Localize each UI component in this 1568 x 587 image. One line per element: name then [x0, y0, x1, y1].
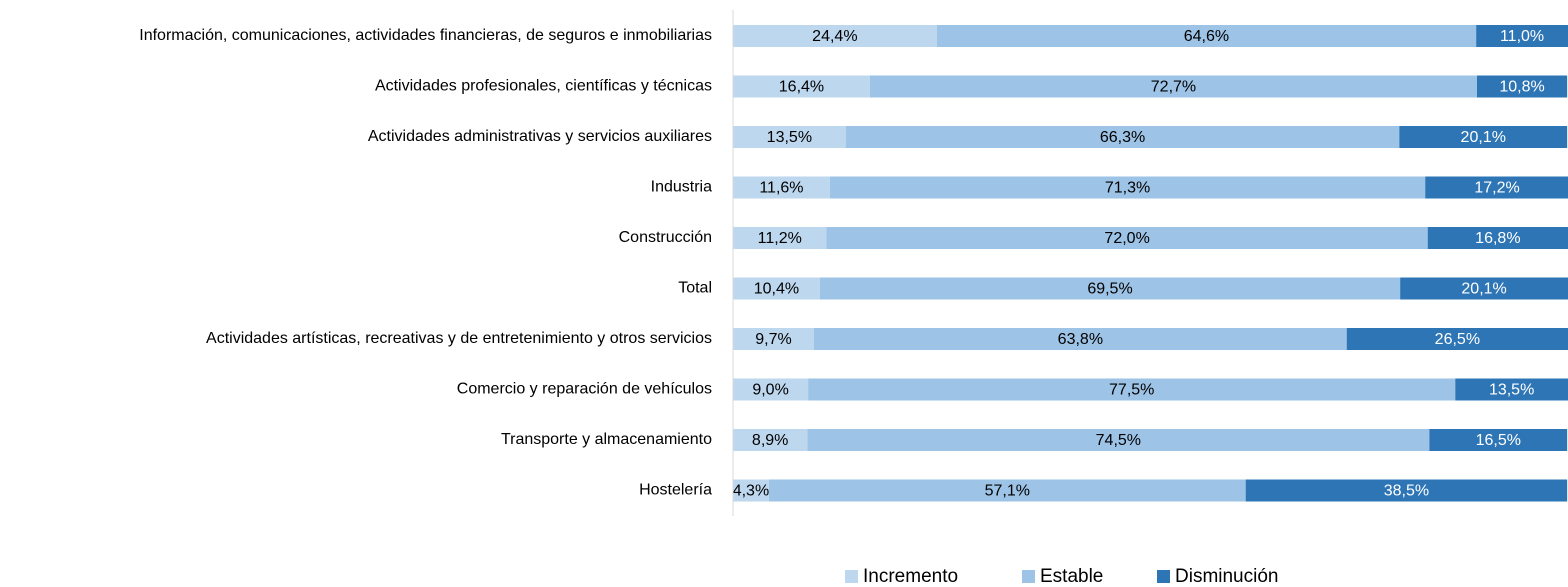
bar-segment [1455, 378, 1568, 401]
value-label: 66,3% [1100, 129, 1145, 146]
bar-segment [733, 429, 808, 451]
value-label: 26,5% [1435, 331, 1480, 348]
category-label: Industria [651, 179, 712, 196]
value-label: 57,1% [985, 483, 1030, 500]
value-label: 16,8% [1475, 230, 1520, 247]
value-label: 9,7% [755, 331, 791, 348]
bar-segment [768, 479, 1246, 502]
value-label: 13,5% [1489, 382, 1534, 399]
bar-segment [733, 25, 937, 47]
bar-segment [869, 75, 1477, 98]
value-label: 10,8% [1499, 79, 1544, 96]
category-label: Actividades artísticas, recreativas y de… [206, 330, 712, 347]
legend-label: Estable [1040, 566, 1103, 587]
category-label: Comercio y reparación de vehículos [457, 381, 712, 398]
bar-segment [733, 176, 830, 199]
value-label: 16,5% [1476, 432, 1521, 449]
value-label: 72,0% [1104, 230, 1149, 247]
bar-segment [1425, 176, 1568, 199]
legend-label: Incremento [863, 566, 958, 587]
legend-swatch [1022, 570, 1035, 583]
bar-segment [1476, 25, 1568, 47]
value-label: 64,6% [1184, 28, 1229, 45]
value-label: 11,6% [759, 180, 803, 197]
value-label: 72,7% [1151, 79, 1196, 96]
bar-segment [1476, 75, 1568, 98]
value-label: 10,4% [754, 281, 799, 298]
value-label: 20,1% [1461, 129, 1506, 146]
value-label: 63,8% [1058, 331, 1103, 348]
value-label: 13,5% [767, 129, 812, 146]
value-label: 11,0% [1500, 28, 1544, 45]
legend-label: Disminución [1175, 566, 1278, 587]
bar-segment [1429, 429, 1568, 451]
bar-segment [733, 479, 769, 502]
category-label: Transporte y almacenamiento [501, 431, 712, 448]
legend-swatch [845, 570, 858, 583]
bar-segment [1346, 328, 1568, 350]
category-label: Actividades profesionales, científicas y… [375, 78, 712, 95]
category-label: Construcción [619, 229, 712, 246]
bar-segment [1400, 277, 1568, 300]
bar-segment [733, 378, 809, 401]
value-label: 77,5% [1109, 382, 1154, 399]
bar-segment [936, 25, 1477, 47]
bar-segment [829, 176, 1426, 199]
value-label: 16,4% [779, 79, 824, 96]
bar-segment [845, 126, 1400, 148]
bar-segment [819, 277, 1401, 300]
bar-segment [807, 429, 1430, 451]
bar-segment [808, 378, 1456, 401]
bar-segment [1399, 126, 1568, 148]
bar-segment [813, 328, 1347, 350]
value-label: 24,4% [812, 28, 857, 45]
bar-segment [733, 75, 870, 98]
value-label: 20,1% [1461, 281, 1506, 298]
bar-segment [733, 277, 820, 300]
value-label: 9,0% [752, 382, 788, 399]
bar-segment [1427, 227, 1568, 249]
bar-segment [733, 227, 827, 249]
category-label: Actividades administrativas y servicios … [368, 128, 712, 145]
value-label: 17,2% [1474, 180, 1519, 197]
bar-segment [1245, 479, 1568, 502]
value-label: 4,3% [733, 483, 769, 500]
value-label: 74,5% [1096, 432, 1141, 449]
value-label: 69,5% [1087, 281, 1132, 298]
value-label: 38,5% [1384, 483, 1429, 500]
value-label: 8,9% [752, 432, 788, 449]
category-label: Información, comunicaciones, actividades… [139, 27, 712, 44]
bar-segment [733, 328, 814, 350]
legend-swatch [1157, 570, 1170, 583]
bar-segment [826, 227, 1428, 249]
bar-segment [733, 126, 846, 148]
category-label: Total [678, 280, 712, 297]
value-label: 71,3% [1105, 180, 1150, 197]
category-label: Hostelería [639, 482, 712, 499]
value-label: 11,2% [758, 230, 802, 247]
